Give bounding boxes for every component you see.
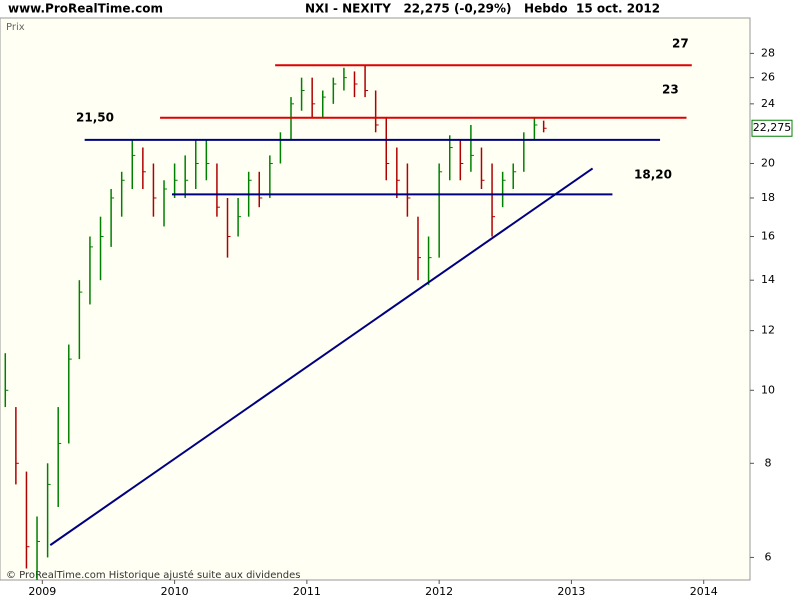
y-tick-label: 18 [761, 191, 775, 204]
y-tick-label: 14 [761, 273, 775, 286]
y-tick-label: 26 [761, 71, 775, 84]
last-price-box [751, 119, 793, 137]
y-tick-label: 28 [761, 46, 775, 59]
annotation: 18,20 [634, 168, 672, 182]
annotation: 23 [662, 83, 679, 97]
y-tick-label: 20 [761, 156, 775, 169]
x-tick-label: 2009 [28, 585, 56, 598]
last-price-label: 22,275 [753, 121, 792, 134]
annotation: 27 [672, 37, 689, 51]
annotation: 21,50 [76, 111, 114, 125]
y-tick-label: 10 [761, 383, 775, 396]
y-label: Prix [6, 22, 25, 33]
y-tick-label: 12 [761, 324, 775, 337]
x-tick-label: 2014 [690, 585, 718, 598]
y-tick-label: 24 [761, 97, 775, 110]
y-tick-label: 8 [765, 456, 772, 469]
x-tick-label: 2010 [161, 585, 189, 598]
chart-title: NXI - NEXITY 22,275 (-0,29%) Hebdo 15 oc… [305, 2, 660, 16]
x-tick-label: 2012 [425, 585, 453, 598]
trend-line [49, 167, 594, 546]
x-tick-label: 2011 [293, 585, 321, 598]
y-tick-label: 6 [765, 550, 772, 563]
source: www.ProRealTime.com [8, 2, 163, 16]
footer: © ProRealTime.com Historique ajusté suit… [6, 569, 300, 581]
y-tick-label: 16 [761, 230, 775, 243]
x-tick-label: 2013 [557, 585, 585, 598]
